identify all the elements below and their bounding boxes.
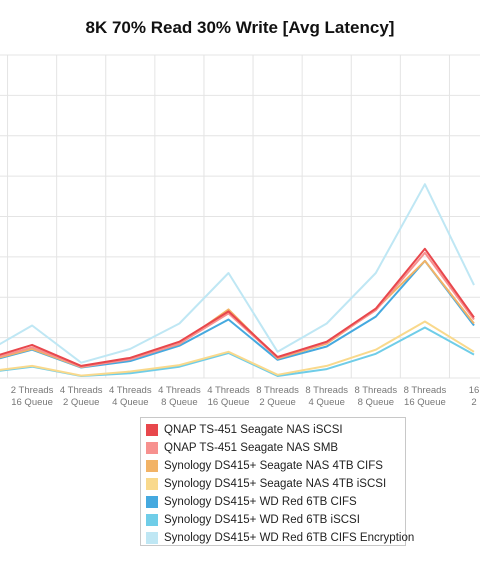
x-tick-label: 8 Threads <box>305 385 348 396</box>
x-tick-label: 2 Threads <box>11 385 54 396</box>
legend-label: Synology DS415+ Seagate NAS 4TB CIFS <box>164 460 383 472</box>
x-tick-label: 8 Threads <box>354 385 397 396</box>
legend-swatch <box>146 442 158 454</box>
x-tick-label: 4 Threads <box>109 385 152 396</box>
legend-label: Synology DS415+ WD Red 6TB CIFS Encrypti… <box>164 532 415 544</box>
legend-swatch <box>146 514 158 526</box>
x-tick-label: 16 Queue <box>11 397 53 408</box>
legend-swatch <box>146 496 158 508</box>
legend-swatch <box>146 424 158 436</box>
x-tick-label: Threads <box>0 385 1 396</box>
series-line <box>0 247 475 367</box>
x-tick-label: 16 <box>469 385 480 396</box>
legend-swatch <box>146 532 158 544</box>
legend-item[interactable]: Synology DS415+ WD Red 6TB CIFS Encrypti… <box>146 529 414 547</box>
legend-swatch <box>146 460 158 472</box>
series-line <box>0 320 475 377</box>
x-tick-label: 4 Threads <box>158 385 201 396</box>
x-tick-label: 8 Threads <box>404 385 447 396</box>
x-tick-label: 4 Threads <box>60 385 103 396</box>
series-line <box>0 183 475 364</box>
legend-item[interactable]: Synology DS415+ WD Red 6TB CIFS <box>146 493 405 511</box>
series-line <box>0 251 475 368</box>
legend-item[interactable]: Synology DS415+ WD Red 6TB iSCSI <box>146 511 405 529</box>
series-lines <box>0 183 475 377</box>
x-tick-label: 4 Queue <box>308 397 344 408</box>
legend-item[interactable]: QNAP TS-451 Seagate NAS iSCSI <box>146 421 405 439</box>
legend-swatch <box>146 478 158 490</box>
legend-item[interactable]: Synology DS415+ Seagate NAS 4TB CIFS <box>146 457 405 475</box>
x-tick-label: 2 Queue <box>63 397 99 408</box>
legend-item[interactable]: Synology DS415+ Seagate NAS 4TB iSCSI <box>146 475 405 493</box>
legend: QNAP TS-451 Seagate NAS iSCSI QNAP TS-451… <box>140 417 414 547</box>
legend-label: Synology DS415+ WD Red 6TB iSCSI <box>164 514 360 526</box>
x-tick-label: 16 Queue <box>208 397 250 408</box>
x-tick-label: 16 Queue <box>404 397 446 408</box>
x-tick-label: 2 Queue <box>259 397 295 408</box>
legend-label: Synology DS415+ Seagate NAS 4TB iSCSI <box>164 478 387 490</box>
x-tick-label: 8 Threads <box>256 385 299 396</box>
legend-label: Synology DS415+ WD Red 6TB CIFS <box>164 496 357 508</box>
legend-label: QNAP TS-451 Seagate NAS iSCSI <box>164 424 343 436</box>
chart-title: 8K 70% Read 30% Write [Avg Latency] <box>85 18 395 37</box>
x-tick-label: 4 Queue <box>112 397 148 408</box>
x-tick-label: 8 Queue <box>358 397 394 408</box>
x-tick-label: 8 Queue <box>161 397 197 408</box>
grid <box>0 54 480 379</box>
legend-item[interactable]: QNAP TS-451 Seagate NAS SMB <box>146 439 405 457</box>
x-tick-label: 4 Threads <box>207 385 250 396</box>
legend-label: QNAP TS-451 Seagate NAS SMB <box>164 442 339 454</box>
x-tick-label: 2 <box>471 397 476 408</box>
